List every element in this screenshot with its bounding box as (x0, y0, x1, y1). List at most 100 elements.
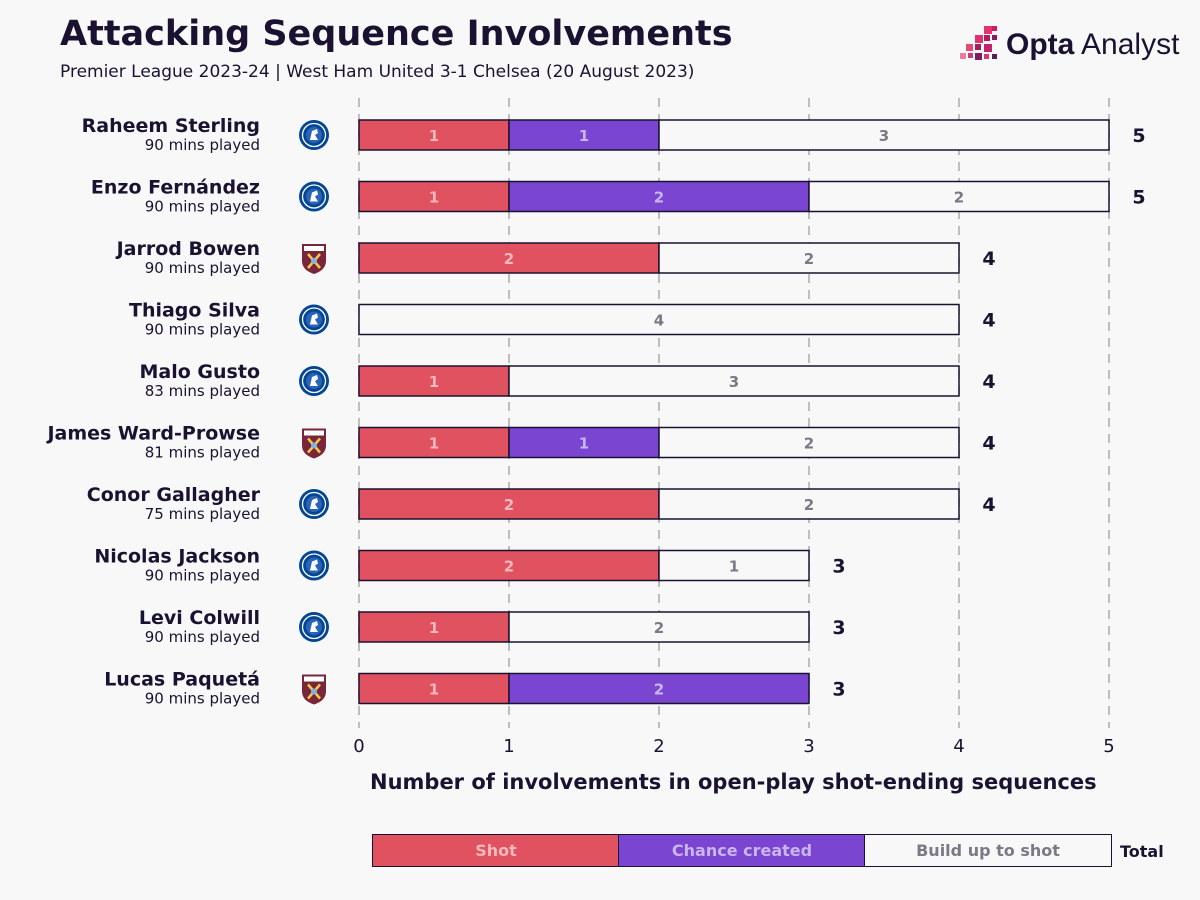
opta-analyst-logo: Opta Analyst (958, 24, 1179, 68)
bar-segment-buildup (658, 119, 1110, 151)
chelsea-badge-icon (299, 489, 329, 519)
bar-segment-buildup (358, 303, 960, 336)
x-tick-label: 4 (953, 736, 964, 757)
total-value-label: 4 (982, 494, 995, 516)
total-value-label: 4 (982, 310, 995, 332)
player-minutes: 90 mins played (145, 321, 260, 339)
legend-chance-created: Chance created (618, 834, 866, 867)
legend-build-up: Build up to shot (864, 834, 1112, 867)
player-minutes: 83 mins played (145, 382, 260, 400)
player-minutes: 90 mins played (145, 198, 260, 216)
player-name: Lucas Paquetá (104, 669, 260, 691)
total-value-label: 5 (1132, 125, 1145, 147)
bar-segment-shot (358, 549, 660, 582)
west-ham-badge-icon (302, 674, 326, 705)
player-name: Conor Gallagher (87, 484, 261, 506)
legend-total: Total (1120, 842, 1164, 861)
bar-segment-shot (358, 611, 510, 643)
x-tick-label: 5 (1103, 736, 1114, 757)
segment-value-label: 2 (804, 435, 814, 453)
player-name: Nicolas Jackson (94, 546, 260, 568)
total-value-label: 3 (832, 679, 845, 701)
player-name: Jarrod Bowen (115, 238, 260, 260)
segment-value-label: 3 (729, 373, 739, 391)
segment-value-label: 1 (429, 189, 439, 207)
player-name: Malo Gusto (140, 361, 260, 383)
segment-value-label: 2 (654, 681, 664, 699)
player-minutes: 90 mins played (145, 136, 260, 154)
x-axis-title: Number of involvements in open-play shot… (370, 770, 1097, 794)
segment-value-label: 2 (954, 189, 964, 207)
player-minutes: 90 mins played (145, 259, 260, 277)
legend: Shot Chance created Build up to shot Tot… (372, 834, 1164, 869)
bar-segment-shot (358, 242, 660, 274)
segment-value-label: 2 (654, 619, 664, 637)
segment-value-label: 2 (504, 250, 514, 268)
player-minutes: 90 mins played (145, 690, 260, 708)
x-tick-label: 3 (803, 736, 814, 757)
player-name: Thiago Silva (129, 300, 260, 322)
player-minutes: 90 mins played (145, 567, 260, 585)
player-name: Enzo Fernández (91, 177, 260, 199)
segment-value-label: 1 (429, 127, 439, 145)
brand-name: Opta Analyst (1006, 28, 1180, 61)
bar-segment-shot (358, 119, 510, 151)
west-ham-badge-icon (302, 244, 326, 274)
segment-value-label: 2 (804, 496, 814, 514)
total-value-label: 4 (982, 248, 995, 270)
segment-value-label: 1 (429, 373, 439, 391)
segment-value-label: 2 (504, 558, 514, 576)
segment-value-label: 4 (654, 312, 664, 330)
chelsea-badge-icon (299, 304, 329, 335)
chart-subtitle: Premier League 2023-24 | West Ham United… (60, 62, 695, 82)
segment-value-label: 2 (654, 189, 664, 207)
player-name: Levi Colwill (139, 607, 260, 629)
bar-segment-chance (508, 426, 660, 459)
total-value-label: 3 (832, 617, 845, 639)
total-value-label: 3 (832, 556, 845, 578)
bar-segment-buildup (658, 242, 960, 274)
total-value-label: 4 (982, 433, 995, 455)
segment-value-label: 2 (504, 496, 514, 514)
segment-value-label: 2 (804, 250, 814, 268)
bar-segment-buildup (658, 488, 960, 520)
bar-segment-chance (508, 180, 810, 213)
bar-segment-buildup (508, 611, 810, 643)
segment-value-label: 1 (429, 681, 439, 699)
x-tick-label: 0 (353, 736, 364, 757)
bar-segment-shot (358, 672, 510, 705)
x-tick-label: 1 (503, 736, 514, 757)
total-value-label: 5 (1132, 187, 1145, 209)
bar-segment-buildup (658, 549, 810, 582)
total-value-label: 4 (982, 371, 995, 393)
chelsea-badge-icon (299, 120, 329, 150)
segment-value-label: 1 (729, 558, 739, 576)
segment-value-label: 1 (579, 435, 589, 453)
player-minutes: 81 mins played (145, 444, 260, 462)
chelsea-badge-icon (299, 181, 329, 212)
bar-segment-chance (508, 672, 810, 705)
chelsea-badge-icon (299, 366, 329, 396)
chelsea-badge-icon (299, 612, 329, 642)
segment-value-label: 3 (879, 127, 889, 145)
chelsea-badge-icon (299, 550, 329, 581)
chart-title: Attacking Sequence Involvements (60, 14, 733, 54)
x-tick-label: 2 (653, 736, 664, 757)
legend-shot: Shot (372, 834, 620, 867)
segment-value-label: 1 (429, 619, 439, 637)
bar-segment-buildup (508, 365, 960, 397)
player-minutes: 75 mins played (145, 505, 260, 523)
segment-value-label: 1 (579, 127, 589, 145)
bar-segment-shot (358, 426, 510, 459)
bar-segment-shot (358, 365, 510, 397)
